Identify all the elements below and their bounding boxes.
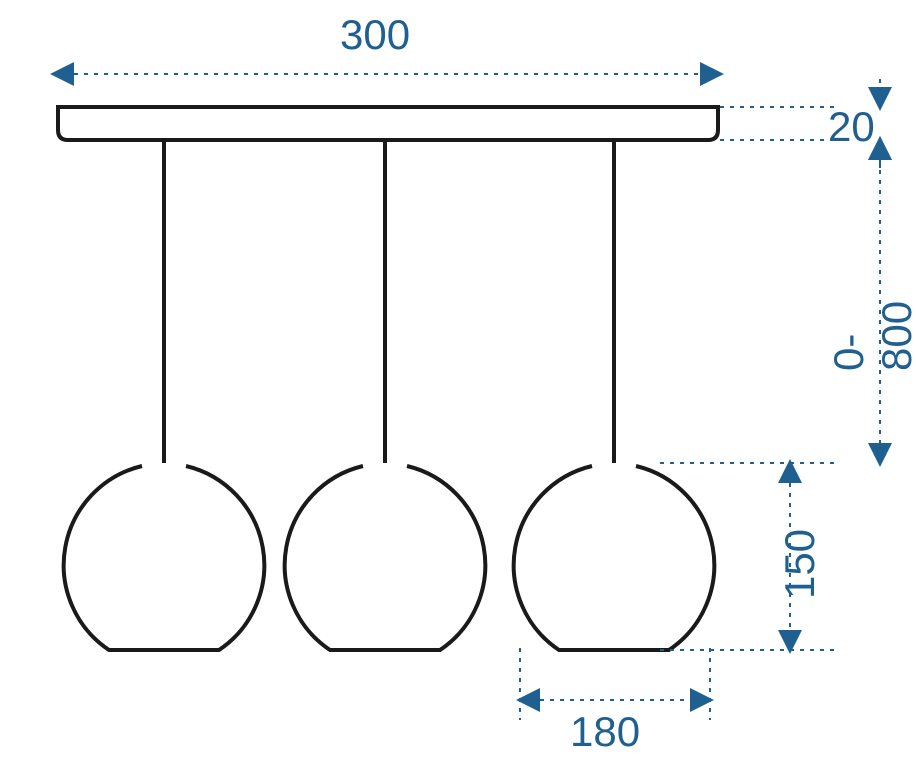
technical-drawing: 300 20 0-800 150 180: [0, 0, 916, 765]
dim-globe-width-label: 180: [570, 708, 640, 756]
drawing-svg: [0, 0, 916, 765]
dim-plate-height-label: 20: [828, 103, 875, 151]
dim-globe-height-label: 150: [776, 529, 824, 599]
dim-cord-length-label: 0-800: [825, 285, 916, 371]
dim-width-label: 300: [340, 11, 410, 59]
